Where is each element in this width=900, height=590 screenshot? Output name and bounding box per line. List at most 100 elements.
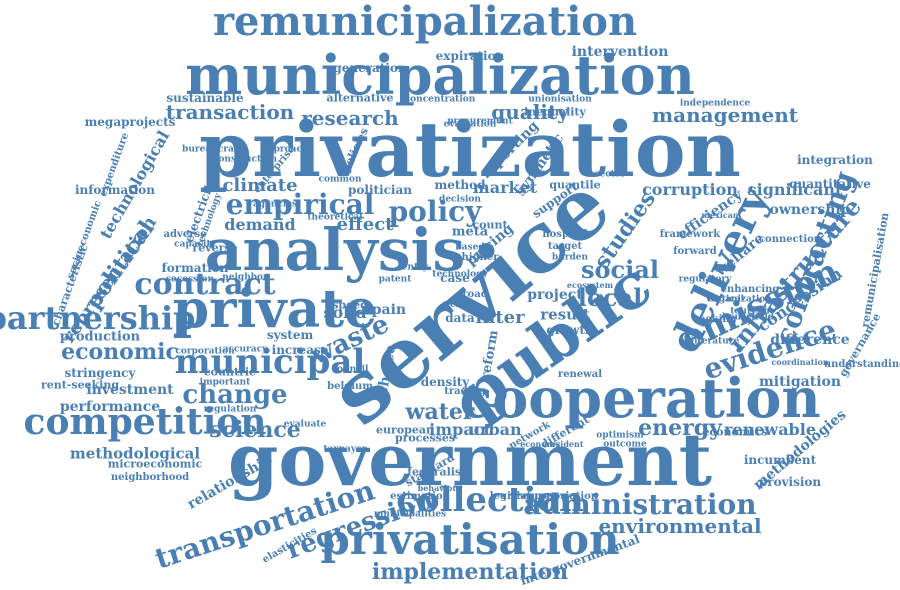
word-rent-seeking: rent-seeking	[40, 378, 120, 392]
word-agencies: agencies	[252, 199, 298, 210]
word-renewal: renewal	[557, 369, 603, 380]
word-vertical: vertical	[705, 294, 745, 305]
word-mitigation: mitigation	[758, 374, 842, 390]
word-target: target	[547, 241, 583, 252]
word-council: council	[331, 364, 369, 375]
word-sector: sector	[594, 169, 626, 180]
word-european: european	[376, 423, 434, 437]
word-inequality: inequality	[524, 105, 586, 119]
word-evaluation: evaluation	[443, 119, 497, 130]
word-literature: literature	[690, 336, 740, 347]
word-municipal: municipal	[174, 342, 366, 382]
word-generation: generation	[333, 61, 407, 75]
word-processes: processes	[394, 431, 456, 445]
word-meta: meta	[451, 224, 489, 240]
word-alternative: alternative	[326, 91, 394, 105]
word-procurement: procurement	[447, 116, 513, 127]
word-energy: energy	[638, 415, 722, 441]
word-result: result	[540, 305, 590, 324]
word-enhancing: enhancing	[720, 284, 780, 295]
word-economic: economic	[61, 339, 179, 365]
word-quality: quality	[491, 100, 569, 124]
word-countrie: countrie	[203, 365, 257, 379]
word-adverse: adverse	[163, 229, 207, 240]
word-private: private	[172, 279, 378, 340]
word-neighborhood: neighborhood	[110, 472, 190, 483]
word-decision: decision	[439, 194, 481, 205]
word-household: household	[721, 312, 775, 323]
word-unionisation: unionisation	[528, 94, 592, 105]
word-technology: technology	[432, 269, 488, 280]
word-accuracy: accuracy	[222, 344, 268, 355]
word-collection: collection	[396, 480, 584, 520]
word-environmental: environmental	[598, 514, 762, 538]
word-higher: higher	[461, 252, 499, 263]
word-microeconomic: microeconomic	[107, 457, 203, 471]
word-implementation: implementation	[371, 559, 569, 585]
word-road: road	[462, 289, 488, 300]
word-framework: framework	[659, 229, 721, 240]
word-impact: impact	[429, 420, 491, 439]
word-speed: speed	[332, 298, 368, 312]
word-secession: secession	[165, 274, 215, 285]
word-economics: economics	[702, 425, 768, 439]
word-case: case	[440, 271, 470, 285]
word-politician: politician	[348, 183, 412, 197]
word-privatization: privatization	[199, 105, 741, 194]
word-estimation: estimation	[390, 491, 450, 502]
word-inter: inter	[475, 307, 525, 328]
word-formation: formation	[161, 261, 229, 275]
word-empirical: empirical	[225, 188, 375, 221]
word-important: important	[199, 377, 251, 388]
word-methodological: methodological	[69, 444, 201, 463]
word-neighbor: neighbor	[222, 272, 268, 283]
word-federalism: federalism	[407, 465, 473, 479]
word-entry: entry	[401, 262, 429, 273]
word-common: common	[318, 174, 362, 185]
word-municipalization: municipalization	[185, 43, 695, 107]
word-difference: difference	[770, 332, 850, 348]
word-based: based	[455, 242, 485, 253]
word-system: system	[266, 328, 314, 342]
word-effect: effect	[336, 214, 394, 235]
word-construction: construction	[212, 154, 278, 165]
word-hospital: hospital	[542, 229, 588, 240]
word-legislature: legislature	[489, 491, 551, 502]
word-market: market	[472, 178, 538, 197]
word-production: production	[59, 329, 141, 345]
word-concentration: concentration	[404, 94, 476, 105]
word-municipalities: municipalities	[373, 509, 447, 520]
word-expropriation: expropriation	[521, 491, 599, 502]
word-city: city	[449, 299, 471, 310]
word-outcome: outcome	[603, 439, 647, 450]
word-trading: trading	[444, 386, 486, 397]
word-reverse: reverse	[192, 241, 238, 255]
word-independence: independence	[679, 98, 751, 109]
word-regulatory: regulatory	[678, 274, 732, 285]
word-optimism: optimism	[596, 430, 644, 441]
word-mexican: mexican	[701, 210, 739, 220]
word-megaprojects: megaprojects	[84, 115, 176, 129]
word-project: project	[527, 287, 583, 303]
word-social: social	[581, 255, 659, 284]
word-stringency: stringency	[64, 366, 136, 380]
word-remunicipalization: remunicipalization	[212, 0, 638, 45]
word-remunicipalisation: remunicipalisation	[858, 211, 892, 329]
word-incumbent: incumbent	[743, 453, 817, 467]
word-science: science	[209, 417, 301, 443]
word-water: water	[405, 399, 475, 425]
word-sustainable: sustainable	[166, 91, 244, 105]
word-regulation: regulation	[203, 404, 257, 415]
word-provision: provision	[758, 475, 822, 489]
word-research: research	[301, 106, 399, 130]
word-policy: policy	[388, 195, 482, 228]
word-density: density	[420, 375, 470, 389]
word-management: management	[652, 103, 798, 127]
word-corporation: corporation	[175, 346, 235, 357]
word-capacity: capacity	[174, 239, 216, 250]
word-forward: forward	[673, 246, 717, 257]
word-ecosystem: ecosystem	[566, 280, 614, 290]
word-investment: investment	[86, 382, 174, 398]
word-tourism: tourism	[730, 306, 770, 317]
